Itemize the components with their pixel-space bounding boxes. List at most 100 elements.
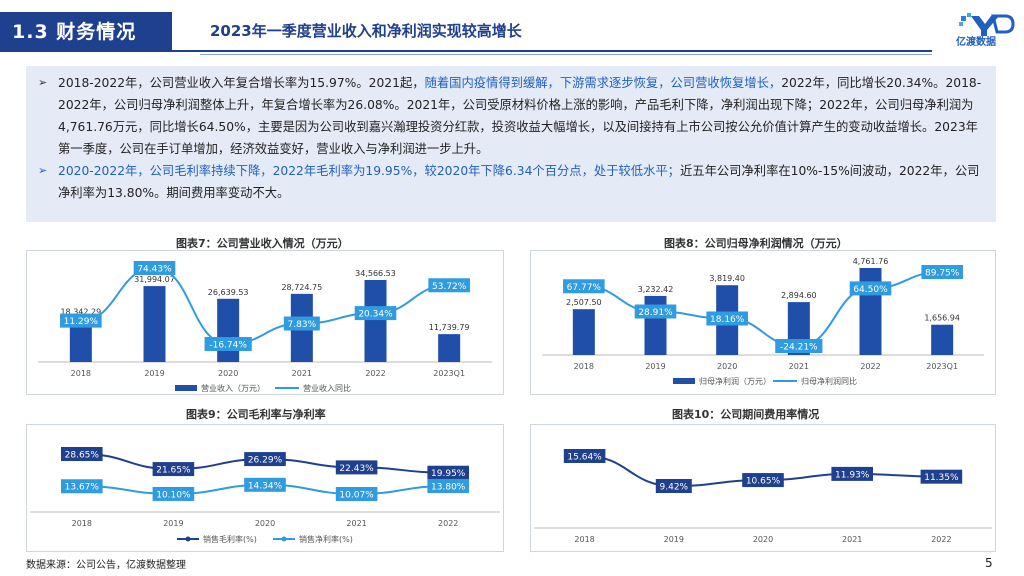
series-value-label: 19.95% — [431, 469, 466, 479]
bar-value-label: 4,761.76 — [853, 257, 889, 266]
bar-value-label: 1,656.94 — [924, 314, 960, 323]
yoy-label: 89.75% — [925, 269, 960, 279]
yoy-label: 20.34% — [358, 310, 393, 320]
series-value-label: 10.65% — [746, 477, 781, 487]
series-value-label: 10.07% — [339, 491, 374, 501]
yoy-label-box — [428, 278, 470, 293]
series-value-label-box — [152, 462, 195, 477]
series-value-label-box — [427, 478, 469, 493]
x-tick-label: 2021 — [346, 519, 366, 528]
chart-title: 图表7：公司营业收入情况（万元） — [176, 237, 349, 250]
series-value-label: 26.29% — [248, 456, 283, 466]
bar-value-label: 2,507.50 — [566, 298, 602, 307]
bar-value-label: 28,724.75 — [281, 283, 322, 292]
x-tick-label: 2018 — [574, 535, 594, 544]
arrow-bullet-icon: ➢ — [38, 164, 48, 177]
yoy-label: -16.74% — [209, 341, 247, 351]
x-tick-label: 2022 — [438, 519, 458, 528]
legend-bar-swatch — [175, 385, 197, 391]
legend-label: 销售净利率(%) — [299, 534, 353, 544]
yoy-label-box — [921, 265, 963, 279]
chart-frame — [530, 250, 996, 395]
brand-logo-text: 亿渡数据 — [956, 37, 996, 48]
summary-paragraph-1: ➢ 2018-2022年，公司营业收入年复合增长率为15.97%。2021起，随… — [38, 72, 984, 160]
bar-value-label: 18,342.29 — [60, 307, 101, 316]
chart-frame — [26, 424, 504, 552]
series-value-label: 22.43% — [339, 464, 374, 474]
legend-label: 归母净利润（万元） — [699, 376, 771, 386]
yoy-label-box — [283, 316, 320, 331]
series-value-label: 14.34% — [248, 481, 283, 491]
yoy-label: -24.21% — [780, 343, 818, 353]
bar-value-label: 26,639.53 — [208, 288, 249, 297]
summary-paragraph-2: ➢ 2020-2022年，公司毛利率持续下降，2022年毛利率为19.95%，较… — [38, 160, 984, 204]
x-tick-label: 2019 — [664, 535, 684, 544]
header-divider — [172, 50, 932, 52]
yoy-label: 64.50% — [853, 285, 888, 295]
revenue-chart: 18,342.29 2018 31,994.07 2019 26,639.53 2020 2… — [38, 261, 492, 393]
yoy-label-box — [60, 313, 102, 328]
yoy-label-box — [563, 279, 605, 294]
series-value-label: 28.65% — [65, 451, 100, 461]
bar — [859, 268, 882, 355]
bar — [143, 286, 166, 362]
x-tick-label: 2021 — [842, 535, 862, 544]
bar-value-label: 3,819.40 — [709, 274, 745, 283]
yoy-label: 67.77% — [567, 283, 602, 293]
yoy-label-box — [634, 304, 677, 319]
bar-value-label: 2,894.60 — [781, 291, 817, 300]
series-value-label-box — [427, 465, 469, 480]
bar — [931, 324, 954, 355]
series-value-label-box — [61, 447, 103, 461]
series-value-label-box — [152, 486, 195, 501]
arrow-bullet-icon: ➢ — [38, 76, 48, 89]
x-tick-label: 2020 — [717, 362, 737, 371]
yoy-label-box — [204, 337, 252, 351]
series-value-label-box — [335, 487, 378, 501]
series-value-label-box — [742, 473, 784, 488]
summary-panel: ➢ 2018-2022年，公司营业收入年复合增长率为15.97%。2021起，随… — [26, 66, 996, 222]
bar — [69, 318, 92, 362]
legend-marker — [281, 536, 287, 542]
legend-bar-swatch — [673, 378, 695, 384]
chart-title: 图表9：公司毛利率与净利率 — [186, 408, 326, 421]
legend-label: 营业收入同比 — [303, 383, 351, 393]
series-value-label: 11.35% — [924, 473, 959, 483]
bar-value-label: 11,739.79 — [429, 323, 470, 332]
chart-title: 图表10：公司期间费用率情况 — [672, 408, 820, 421]
summary-text: 2018-2022年，公司营业收入年复合增长率为15.97%。2021起， — [58, 76, 425, 90]
series-value-label: 15.64% — [567, 453, 602, 463]
yoy-label-box — [706, 311, 748, 326]
x-tick-label: 2018 — [574, 362, 594, 371]
x-tick-label: 2023Q1 — [433, 369, 465, 378]
yoy-label-box — [849, 281, 892, 296]
yoy-label: 74.43% — [137, 265, 172, 275]
x-tick-label: 2019 — [645, 362, 665, 371]
margin-chart: 2018 2019 2020 2021 2022 28.65% 21.65% 26.29% 22… — [30, 447, 500, 544]
summary-text: 2022年，同比增长20.34%。2018-2022年，公司归母净利润整体上升，… — [58, 76, 982, 156]
x-tick-label: 2018 — [71, 369, 91, 378]
yoy-label: 28.91% — [638, 308, 673, 318]
series-value-label: 13.80% — [431, 482, 466, 492]
series-value-label-box — [335, 460, 378, 475]
series-value-label-box — [244, 477, 286, 492]
chart-frame — [26, 250, 504, 395]
x-tick-label: 2023Q1 — [926, 362, 958, 371]
legend-marker — [185, 536, 191, 542]
series-value-label-box — [655, 479, 692, 493]
bar-value-label: 3,232.42 — [638, 285, 674, 294]
bar — [217, 298, 240, 362]
summary-text: 近五年公司净利率在10%-15%间波动，2022年，公司净利率为13.80%。期… — [58, 164, 980, 200]
legend-label: 销售毛利率(%) — [203, 534, 257, 544]
x-tick-label: 2020 — [753, 535, 773, 544]
x-tick-label: 2022 — [860, 362, 880, 371]
yoy-label: 53.72% — [432, 282, 467, 292]
legend-label: 营业收入（万元） — [201, 383, 265, 393]
summary-highlight: 2020-2022年，公司毛利率持续下降，2022年毛利率为19.95%，较20… — [58, 164, 680, 178]
bar — [572, 309, 595, 355]
section-badge: 1.3 财务情况 — [0, 12, 172, 52]
x-tick-label: 2021 — [292, 369, 312, 378]
x-tick-label: 2019 — [144, 369, 164, 378]
yoy-label: 18.16% — [710, 315, 745, 325]
series-value-label-box — [61, 479, 103, 494]
